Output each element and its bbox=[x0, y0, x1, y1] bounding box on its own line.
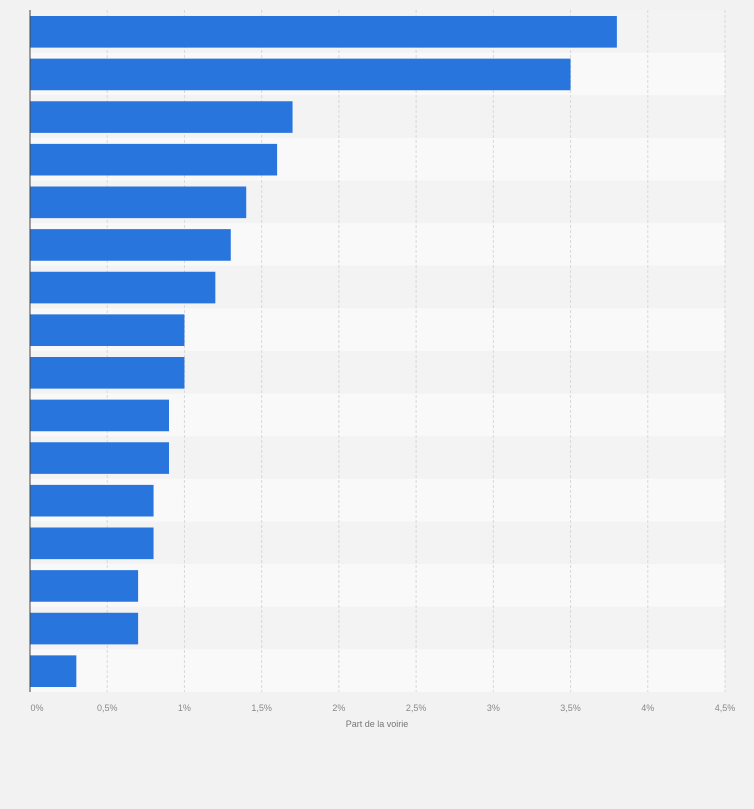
x-tick-label: 2,5% bbox=[406, 703, 427, 713]
x-tick-label: 3% bbox=[487, 703, 500, 713]
x-tick-label: 0,5% bbox=[97, 703, 118, 713]
bar bbox=[30, 16, 617, 48]
bar bbox=[30, 442, 169, 474]
x-tick-label: 4% bbox=[641, 703, 654, 713]
bar bbox=[30, 570, 139, 602]
row-band bbox=[30, 649, 725, 692]
x-tick-label: 1% bbox=[178, 703, 191, 713]
bar bbox=[30, 357, 185, 389]
row-band bbox=[30, 606, 725, 650]
row-band bbox=[30, 564, 725, 607]
x-tick-label: 0% bbox=[30, 703, 43, 713]
bar bbox=[30, 484, 154, 517]
x-tick-label: 2% bbox=[332, 703, 345, 713]
bar bbox=[30, 186, 247, 219]
bar bbox=[30, 271, 216, 304]
bar bbox=[30, 101, 293, 133]
x-tick-label: 4,5% bbox=[715, 703, 736, 713]
x-tick-label: 1,5% bbox=[251, 703, 272, 713]
bar bbox=[30, 58, 571, 91]
bar bbox=[30, 399, 169, 432]
bar bbox=[30, 229, 231, 261]
x-tick-label: 3,5% bbox=[560, 703, 581, 713]
x-axis-label: Part de la voirie bbox=[346, 719, 409, 729]
bar bbox=[30, 143, 278, 176]
bar bbox=[30, 314, 185, 346]
bar bbox=[30, 655, 77, 687]
bar bbox=[30, 612, 139, 645]
bar bbox=[30, 527, 154, 560]
